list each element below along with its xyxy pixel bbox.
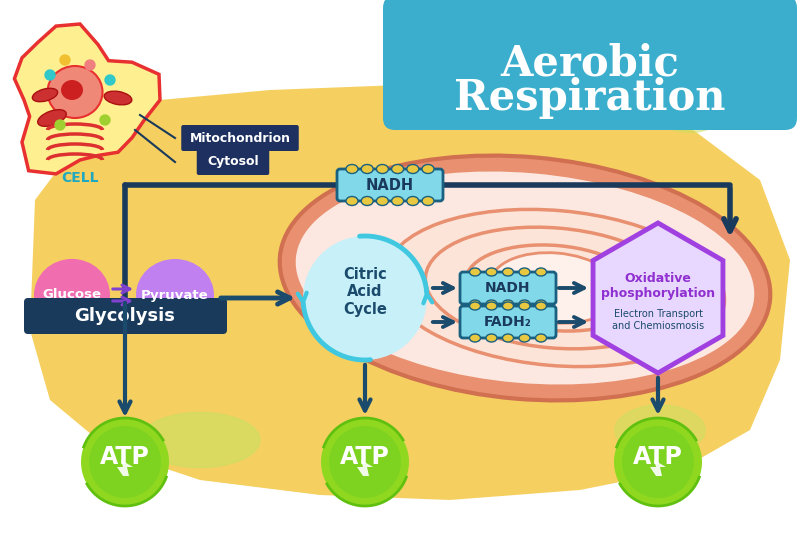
Ellipse shape [470,334,481,342]
FancyBboxPatch shape [337,169,443,201]
Ellipse shape [535,268,546,276]
Circle shape [55,120,65,130]
Ellipse shape [519,334,530,342]
Ellipse shape [490,253,620,323]
Text: Electron Transport
and Chemiosmosis: Electron Transport and Chemiosmosis [612,309,704,331]
Circle shape [45,70,55,80]
Ellipse shape [61,80,83,100]
Text: Mitochondrion: Mitochondrion [190,132,290,145]
Text: ATP: ATP [340,445,390,469]
Ellipse shape [407,197,419,206]
Circle shape [85,60,95,70]
Ellipse shape [362,197,373,206]
FancyBboxPatch shape [383,0,797,130]
Ellipse shape [362,164,373,174]
Ellipse shape [470,300,481,308]
Ellipse shape [140,413,260,467]
Text: NADH: NADH [366,178,414,192]
FancyBboxPatch shape [24,298,227,334]
Ellipse shape [392,164,404,174]
Circle shape [303,236,427,360]
Text: Oxidative
phosphorylation: Oxidative phosphorylation [601,272,715,300]
Ellipse shape [470,268,481,276]
Ellipse shape [32,88,58,102]
Text: Citric
Acid
Cycle: Citric Acid Cycle [343,267,387,317]
Circle shape [105,75,115,85]
Ellipse shape [519,268,530,276]
Ellipse shape [466,245,645,331]
Ellipse shape [535,302,546,310]
Ellipse shape [392,197,404,206]
Text: Glucose: Glucose [42,288,102,301]
Text: NADH: NADH [486,281,530,295]
FancyBboxPatch shape [460,306,556,338]
Ellipse shape [486,268,497,276]
Ellipse shape [486,300,497,308]
Ellipse shape [486,302,497,310]
Ellipse shape [376,197,389,206]
Circle shape [100,115,110,125]
Ellipse shape [486,334,497,342]
FancyBboxPatch shape [460,272,556,304]
Ellipse shape [519,300,530,308]
Polygon shape [14,24,160,174]
Ellipse shape [615,405,705,455]
Ellipse shape [470,302,481,310]
Text: Pyruvate: Pyruvate [141,288,209,301]
Ellipse shape [104,91,132,105]
Circle shape [622,426,694,498]
Polygon shape [593,223,723,373]
Ellipse shape [655,88,725,133]
Ellipse shape [280,156,770,401]
FancyBboxPatch shape [197,149,270,175]
Ellipse shape [502,300,514,308]
Ellipse shape [519,302,530,310]
Ellipse shape [38,110,66,127]
Circle shape [614,418,702,506]
Ellipse shape [426,227,685,349]
Ellipse shape [376,164,389,174]
Ellipse shape [34,259,110,331]
Text: ATP: ATP [633,445,683,469]
Ellipse shape [502,302,514,310]
Ellipse shape [535,334,546,342]
Text: CELL: CELL [62,171,98,185]
Circle shape [60,55,70,65]
Polygon shape [650,460,666,476]
Text: Glycolysis: Glycolysis [74,307,175,325]
Ellipse shape [386,209,725,367]
Text: Respiration: Respiration [454,77,726,119]
Ellipse shape [47,66,102,118]
Circle shape [89,426,161,498]
Ellipse shape [502,334,514,342]
Circle shape [329,426,401,498]
Ellipse shape [136,259,214,331]
FancyBboxPatch shape [182,125,298,151]
Ellipse shape [346,164,358,174]
Text: FADH₂: FADH₂ [484,315,532,329]
Ellipse shape [535,300,546,308]
Text: Aerobic: Aerobic [501,42,679,84]
Ellipse shape [407,164,419,174]
Polygon shape [357,460,373,476]
Text: Cytosol: Cytosol [207,156,259,168]
Ellipse shape [502,268,514,276]
Ellipse shape [422,164,434,174]
Circle shape [81,418,169,506]
Polygon shape [30,85,790,500]
Circle shape [321,418,409,506]
Ellipse shape [346,197,358,206]
Polygon shape [117,460,133,476]
Text: ATP: ATP [100,445,150,469]
Ellipse shape [296,172,754,385]
Ellipse shape [422,197,434,206]
